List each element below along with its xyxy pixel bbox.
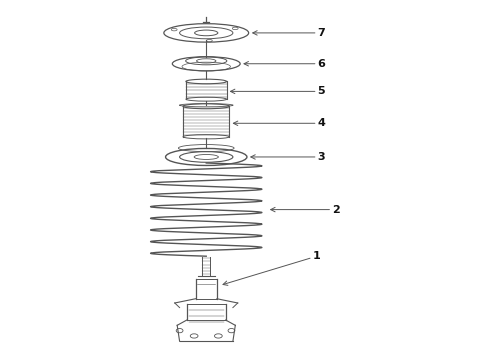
Text: 1: 1 [223,251,320,285]
Text: 3: 3 [251,152,325,162]
Text: 2: 2 [270,204,340,215]
Text: 6: 6 [244,59,325,69]
Text: 5: 5 [230,86,325,96]
Text: 4: 4 [233,118,325,128]
Text: 7: 7 [253,28,325,38]
